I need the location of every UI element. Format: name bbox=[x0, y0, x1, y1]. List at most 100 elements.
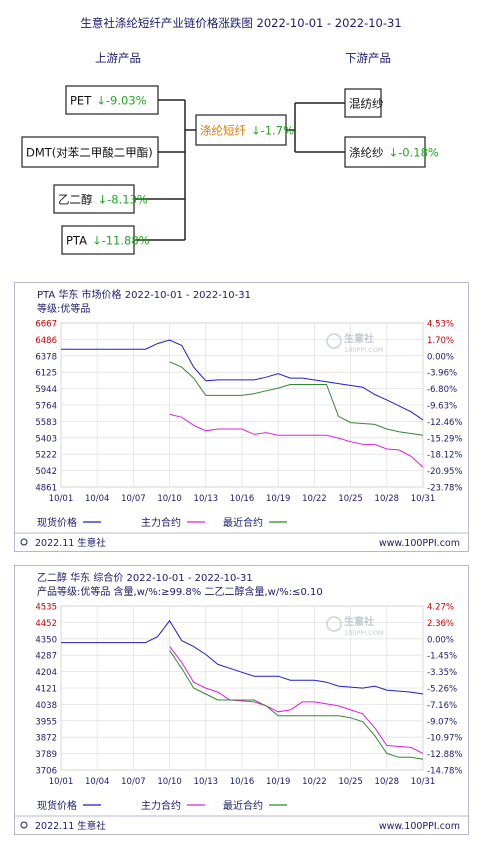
y-right-tick-label: -20.95% bbox=[427, 467, 462, 477]
y-right-tick-label: -9.07% bbox=[427, 717, 457, 727]
x-tick-label: 10/04 bbox=[85, 494, 110, 504]
downstream-box-1: 涤纶纱 ↓-0.18% bbox=[344, 136, 439, 168]
y-right-tick-label: -23.78% bbox=[427, 484, 462, 494]
svg-text:PTA↓-11.88%: PTA ↓-11.88% bbox=[66, 234, 150, 248]
x-tick-label: 10/04 bbox=[85, 777, 110, 787]
watermark-logo-icon bbox=[326, 616, 342, 632]
x-tick-label: 10/01 bbox=[49, 777, 74, 787]
downstream-box-0: 混纺纱 bbox=[344, 88, 384, 118]
upstream-box-2-border bbox=[53, 184, 135, 214]
connector-lines bbox=[134, 99, 345, 241]
x-tick-label: 10/10 bbox=[157, 777, 182, 787]
x-tick-label: 10/22 bbox=[302, 494, 327, 504]
footer-url: www.100PPI.com bbox=[379, 821, 460, 832]
y-tick-label: 3872 bbox=[35, 734, 57, 744]
y-right-tick-label: -14.78% bbox=[427, 767, 462, 777]
upstream-box-3-name: PTA bbox=[66, 234, 87, 248]
y-right-tick-label: -9.63% bbox=[427, 402, 457, 412]
upstream-box-0-border bbox=[65, 85, 159, 115]
upstream-box-3: PTA ↓-11.88% bbox=[61, 225, 150, 255]
y-tick-label: 4350 bbox=[35, 635, 57, 645]
y-tick-label: 6125 bbox=[35, 369, 57, 379]
y-tick-label: 5222 bbox=[35, 451, 57, 461]
x-tick-label: 10/28 bbox=[375, 494, 400, 504]
y-tick-label: 3955 bbox=[35, 717, 57, 727]
center-box-border bbox=[195, 114, 287, 146]
y-right-tick-label: -3.35% bbox=[427, 668, 457, 678]
y-tick-label: 5403 bbox=[35, 434, 57, 444]
x-tick-label: 10/10 bbox=[157, 494, 182, 504]
y-tick-label: 5042 bbox=[35, 467, 57, 477]
down-arrow-icon: ↓ bbox=[389, 146, 399, 160]
center-box-name: 涤纶短纤 bbox=[200, 124, 246, 138]
y-tick-label: 5583 bbox=[35, 418, 57, 428]
y-tick-label: 4861 bbox=[35, 484, 57, 494]
y-tick-label: 6667 bbox=[35, 320, 57, 330]
x-tick-label: 10/07 bbox=[121, 494, 146, 504]
chart-subtitle: 产品等级:优等品 含量,w/%:≥99.8% 二乙二醇含量,w/%:≤0.10 bbox=[37, 585, 323, 598]
diagram-title: 生意社涤纶短纤产业链价格涨跌图 2022-10-01 - 2022-10-31 bbox=[80, 16, 401, 30]
product-boxes: PET ↓-9.03%DMT(对苯二甲酸二甲酯)乙二醇 ↓-8.13%PTA ↓-11… bbox=[21, 85, 439, 255]
watermark-url: 100PPI.COM bbox=[344, 629, 384, 637]
y-tick-label: 6378 bbox=[35, 352, 57, 362]
y-right-tick-label: -5.26% bbox=[427, 685, 457, 695]
upstream-box-3-change: -11.88% bbox=[102, 234, 150, 248]
upstream-box-0: PET ↓-9.03% bbox=[65, 85, 159, 115]
x-tick-label: 10/31 bbox=[411, 777, 436, 787]
x-tick-label: 10/16 bbox=[230, 777, 255, 787]
upstream-box-1-name: DMT(对苯二甲酸二甲酯) bbox=[26, 146, 153, 160]
y-tick-label: 4535 bbox=[35, 603, 57, 613]
y-right-tick-label: 0.00% bbox=[427, 635, 454, 645]
footer-date: 2022.11 生意社 bbox=[35, 820, 106, 832]
svg-text:涤纶纱↓-0.18%: 涤纶纱 ↓-0.18% bbox=[349, 146, 439, 160]
y-right-tick-label: -18.12% bbox=[427, 451, 462, 461]
legend-label: 最近合约 bbox=[223, 799, 263, 812]
y-tick-label: 5944 bbox=[35, 385, 57, 395]
x-tick-label: 10/28 bbox=[375, 777, 400, 787]
y-tick-label: 3789 bbox=[35, 750, 57, 760]
svg-text:混纺纱: 混纺纱 bbox=[349, 97, 384, 111]
series-line-1 bbox=[169, 413, 424, 468]
legend-label: 主力合约 bbox=[141, 799, 181, 812]
down-arrow-icon: ↓ bbox=[92, 234, 102, 248]
y-right-tick-label: -3.96% bbox=[427, 369, 457, 379]
svg-text:乙二醇↓-8.13%: 乙二醇 ↓-8.13% bbox=[58, 193, 148, 207]
upstream-box-0-name: PET bbox=[70, 94, 92, 108]
x-tick-label: 10/31 bbox=[411, 494, 436, 504]
upstream-box-1-border bbox=[21, 136, 159, 168]
chart-title: 乙二醇 华东 综合价 2022-10-01 - 2022-10-31 bbox=[37, 571, 253, 584]
chart-panel-ethylene-glycol: 乙二醇 华东 综合价 2022-10-01 - 2022-10-31 产品等级:优… bbox=[14, 565, 469, 835]
x-tick-label: 10/19 bbox=[266, 494, 291, 504]
downstream-box-0-border bbox=[344, 88, 382, 118]
chart-subtitle: 等级:优等品 bbox=[37, 302, 90, 315]
x-tick-label: 10/07 bbox=[121, 777, 146, 787]
copyright-icon bbox=[20, 538, 28, 546]
downstream-box-0-name: 混纺纱 bbox=[349, 97, 384, 111]
upstream-box-3-border bbox=[61, 225, 135, 255]
y-tick-label: 4287 bbox=[35, 652, 57, 662]
downstream-box-1-border bbox=[344, 136, 426, 168]
legend-label: 主力合约 bbox=[141, 516, 181, 529]
legend-label: 现货价格 bbox=[37, 799, 77, 812]
y-tick-label: 3706 bbox=[35, 767, 57, 777]
down-arrow-icon: ↓ bbox=[251, 124, 261, 138]
y-tick-label: 6486 bbox=[35, 336, 57, 346]
x-tick-label: 10/22 bbox=[302, 777, 327, 787]
y-tick-label: 4204 bbox=[35, 668, 57, 678]
upstream-box-0-change: -9.03% bbox=[106, 94, 147, 108]
x-tick-label: 10/19 bbox=[266, 777, 291, 787]
y-right-tick-label: 4.27% bbox=[427, 603, 454, 613]
center-box: 涤纶短纤 ↓-1.7% bbox=[195, 114, 294, 146]
upstream-box-1: DMT(对苯二甲酸二甲酯) bbox=[21, 136, 159, 168]
ethylene-glycol-chart-svg: 乙二醇 华东 综合价 2022-10-01 - 2022-10-31产品等级:优… bbox=[15, 571, 468, 832]
y-right-tick-label: -15.29% bbox=[427, 434, 462, 444]
footer-date: 2022.11 生意社 bbox=[35, 537, 106, 549]
y-right-tick-label: 4.53% bbox=[427, 320, 454, 330]
down-arrow-icon: ↓ bbox=[96, 94, 106, 108]
series-line-2 bbox=[169, 361, 424, 436]
x-tick-label: 10/25 bbox=[338, 494, 363, 504]
watermark-url: 100PPI.COM bbox=[344, 346, 384, 354]
series-line-0 bbox=[61, 619, 424, 695]
x-tick-label: 10/16 bbox=[230, 494, 255, 504]
